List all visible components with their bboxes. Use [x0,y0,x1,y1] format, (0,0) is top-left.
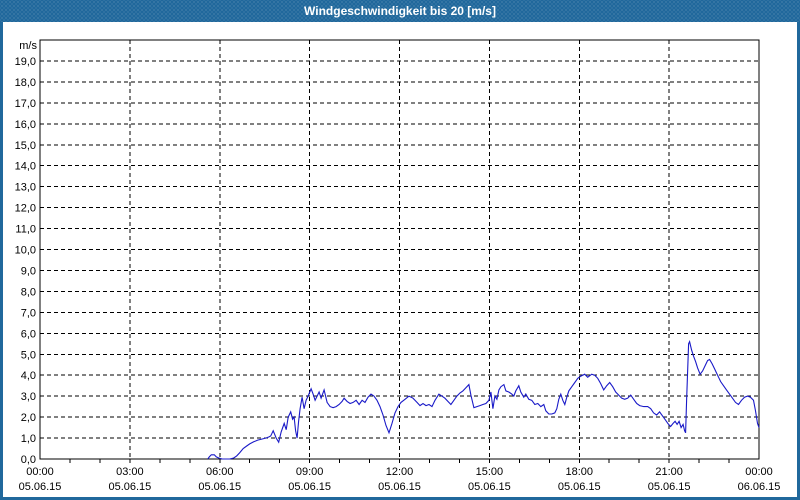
wind-speed-chart: 0,0 1,0 2,0 3,0 4,0 5,0 6,0 7,0 8,0 9,0 10,0 11,0 12… [15,39,781,493]
y-axis-label: 18,0 [15,77,36,89]
x-axis-time-label: 18:00 [565,466,593,478]
x-axis-date-label: 05.06.15 [558,481,601,493]
y-axis-label: 4,0 [21,370,36,382]
y-axis-label: 16,0 [15,119,36,131]
x-axis-date-label: 05.06.15 [468,481,511,493]
wind-speed-line [207,340,760,460]
y-axis-label: 15,0 [15,140,36,152]
y-axis-unit-label: m/s [19,40,37,52]
y-axis-label: 19,0 [15,56,36,68]
x-axis-time-label: 06:00 [206,466,234,478]
title-bar: Windgeschwindigkeit bis 20 [m/s] [0,0,800,22]
x-axis-time-label: 00:00 [745,466,773,478]
x-axis-time-label: 03:00 [116,466,144,478]
x-axis-time-label: 15:00 [476,466,504,478]
y-axis-label: 9,0 [21,265,36,277]
chart-canvas: 0,0 1,0 2,0 3,0 4,0 5,0 6,0 7,0 8,0 9,0 10,0 11,0 12… [3,22,797,497]
y-axis-label: 10,0 [15,245,36,257]
y-axis-label: 6,0 [21,328,36,340]
x-axis-date-label: 06.06.15 [738,481,781,493]
x-axis-time-label: 12:00 [386,466,414,478]
x-axis-date-label: 05.06.15 [378,481,421,493]
x-axis-time-label: 21:00 [655,466,683,478]
plot-border [39,39,760,460]
x-axis-time-label: 00:00 [26,466,54,478]
y-axis-label: 14,0 [15,161,36,173]
y-axis-label: 13,0 [15,182,36,194]
y-axis-label: 1,0 [21,433,36,445]
page-title: Windgeschwindigkeit bis 20 [m/s] [304,4,496,18]
y-axis-label: 8,0 [21,286,36,298]
y-axis-label: 12,0 [15,203,36,215]
x-axis-date-label: 05.06.15 [108,481,151,493]
y-axis-label: 7,0 [21,307,36,319]
y-axis-label: 2,0 [21,412,36,424]
y-axis-label: 17,0 [15,98,36,110]
y-axis-label: 5,0 [21,349,36,361]
x-axis-time-label: 09:00 [296,466,324,478]
y-axis-label: 0,0 [21,454,36,466]
y-axis-label: 3,0 [21,391,36,403]
x-axis-date-label: 05.06.15 [198,481,241,493]
x-axis-date-label: 05.06.15 [288,481,331,493]
y-axis-label: 11,0 [15,224,36,236]
x-axis-date-label: 05.06.15 [648,481,691,493]
x-axis-date-label: 05.06.15 [19,481,62,493]
